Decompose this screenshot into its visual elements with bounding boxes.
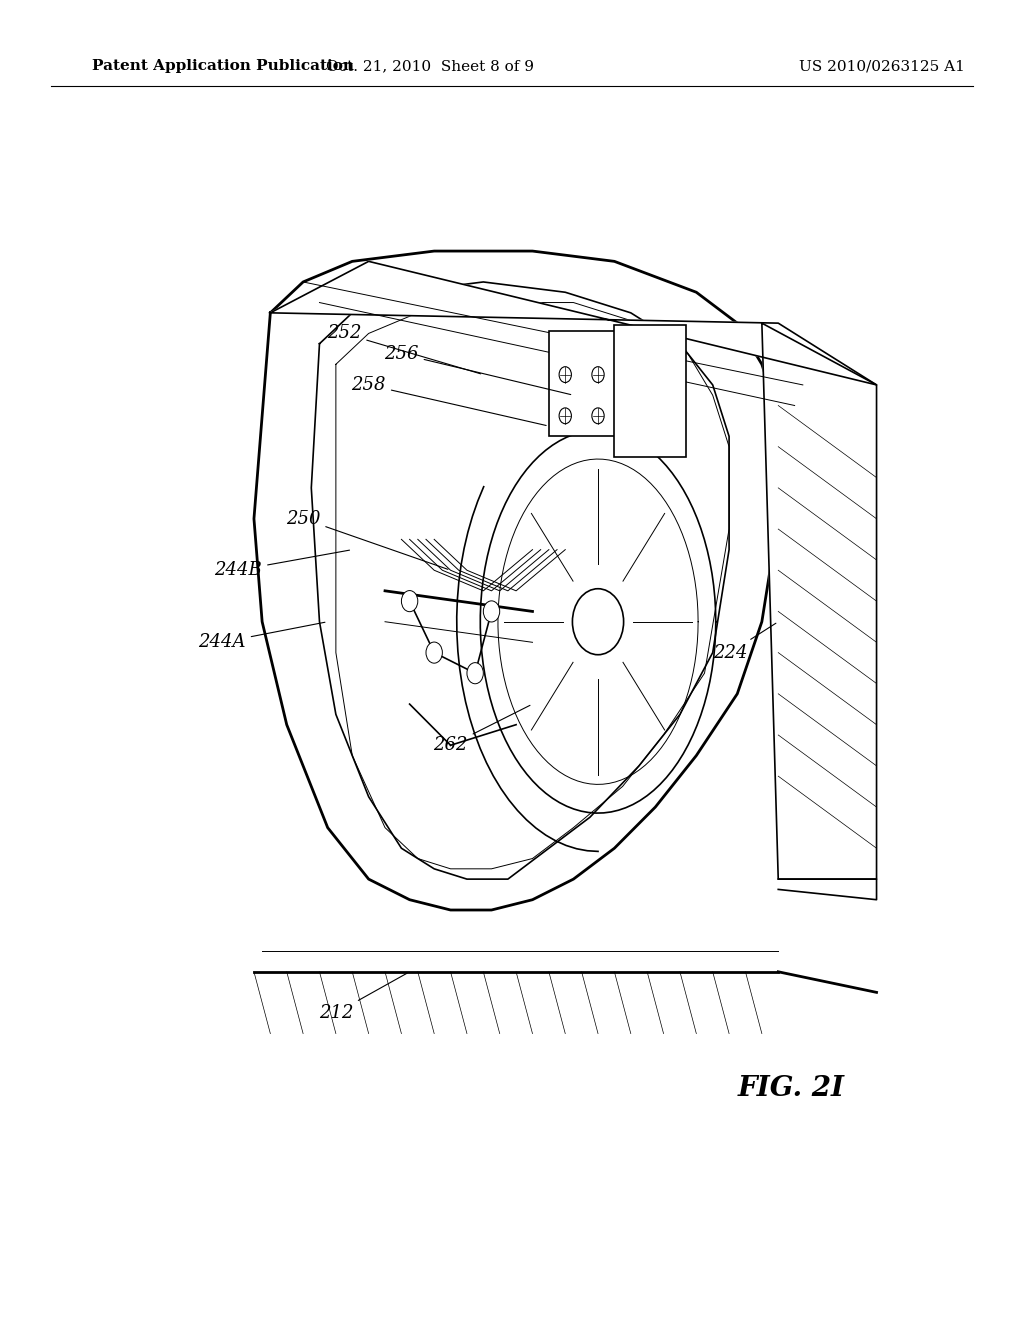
Text: Oct. 21, 2010  Sheet 8 of 9: Oct. 21, 2010 Sheet 8 of 9 — [326, 59, 535, 74]
Circle shape — [467, 663, 483, 684]
Circle shape — [592, 408, 604, 424]
FancyBboxPatch shape — [549, 331, 631, 437]
Text: 244A: 244A — [199, 622, 325, 651]
Polygon shape — [270, 261, 877, 385]
FancyBboxPatch shape — [614, 325, 686, 457]
Text: FIG. 2I: FIG. 2I — [737, 1076, 844, 1102]
Circle shape — [559, 408, 571, 424]
Text: 252: 252 — [327, 325, 480, 374]
Text: 258: 258 — [351, 376, 546, 425]
Circle shape — [572, 589, 624, 655]
Text: 212: 212 — [318, 973, 408, 1022]
Text: 224: 224 — [713, 623, 776, 661]
Circle shape — [483, 601, 500, 622]
Text: 244B: 244B — [214, 550, 349, 579]
Text: Patent Application Publication: Patent Application Publication — [92, 59, 354, 74]
Text: 262: 262 — [433, 705, 530, 754]
Text: US 2010/0263125 A1: US 2010/0263125 A1 — [799, 59, 965, 74]
Text: 250: 250 — [286, 510, 447, 569]
Circle shape — [592, 367, 604, 383]
Polygon shape — [762, 323, 877, 879]
Circle shape — [426, 642, 442, 663]
Circle shape — [559, 367, 571, 383]
Circle shape — [401, 590, 418, 611]
Text: 256: 256 — [384, 345, 570, 395]
